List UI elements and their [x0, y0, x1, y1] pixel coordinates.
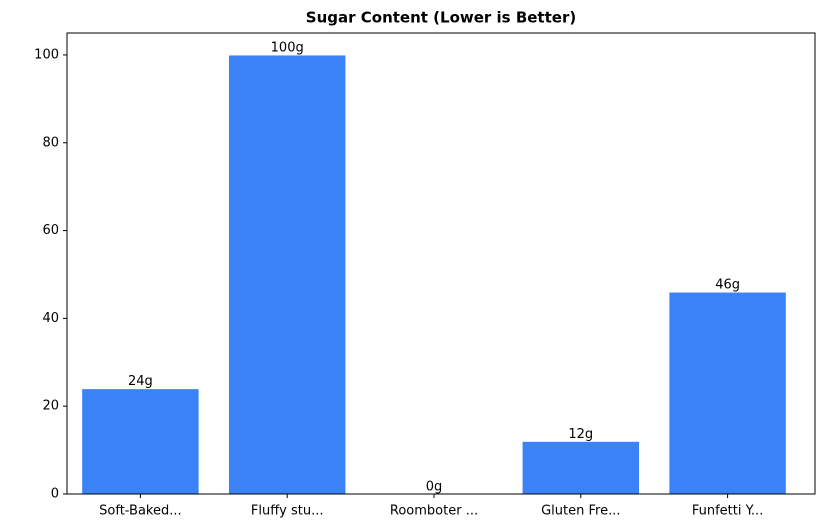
y-tick-label: 20	[42, 399, 59, 414]
bar	[227, 54, 347, 495]
value-label: 0g	[426, 480, 443, 495]
bar	[81, 388, 200, 495]
y-tick-label: 100	[34, 47, 59, 62]
plot-frame	[66, 32, 816, 495]
y-tick-label: 60	[42, 223, 59, 238]
x-tick-label: Roomboter ...	[390, 504, 478, 519]
x-tick-label: Soft-Baked...	[99, 504, 181, 519]
x-tick-label: Gluten Fre...	[541, 504, 620, 519]
x-tick-label: Funfetti Y...	[692, 504, 763, 519]
chart-title: Sugar Content (Lower is Better)	[306, 9, 576, 27]
y-tick-label: 40	[42, 311, 59, 326]
bar	[521, 440, 641, 495]
y-tick-label: 80	[42, 135, 59, 150]
value-label: 12g	[568, 427, 593, 442]
value-label: 24g	[128, 374, 153, 389]
x-tick-label: Fluffy stu...	[251, 504, 324, 519]
y-tick-label: 0	[51, 487, 59, 502]
bar	[668, 291, 787, 495]
value-label: 46g	[715, 278, 740, 293]
value-label: 100g	[271, 40, 304, 55]
